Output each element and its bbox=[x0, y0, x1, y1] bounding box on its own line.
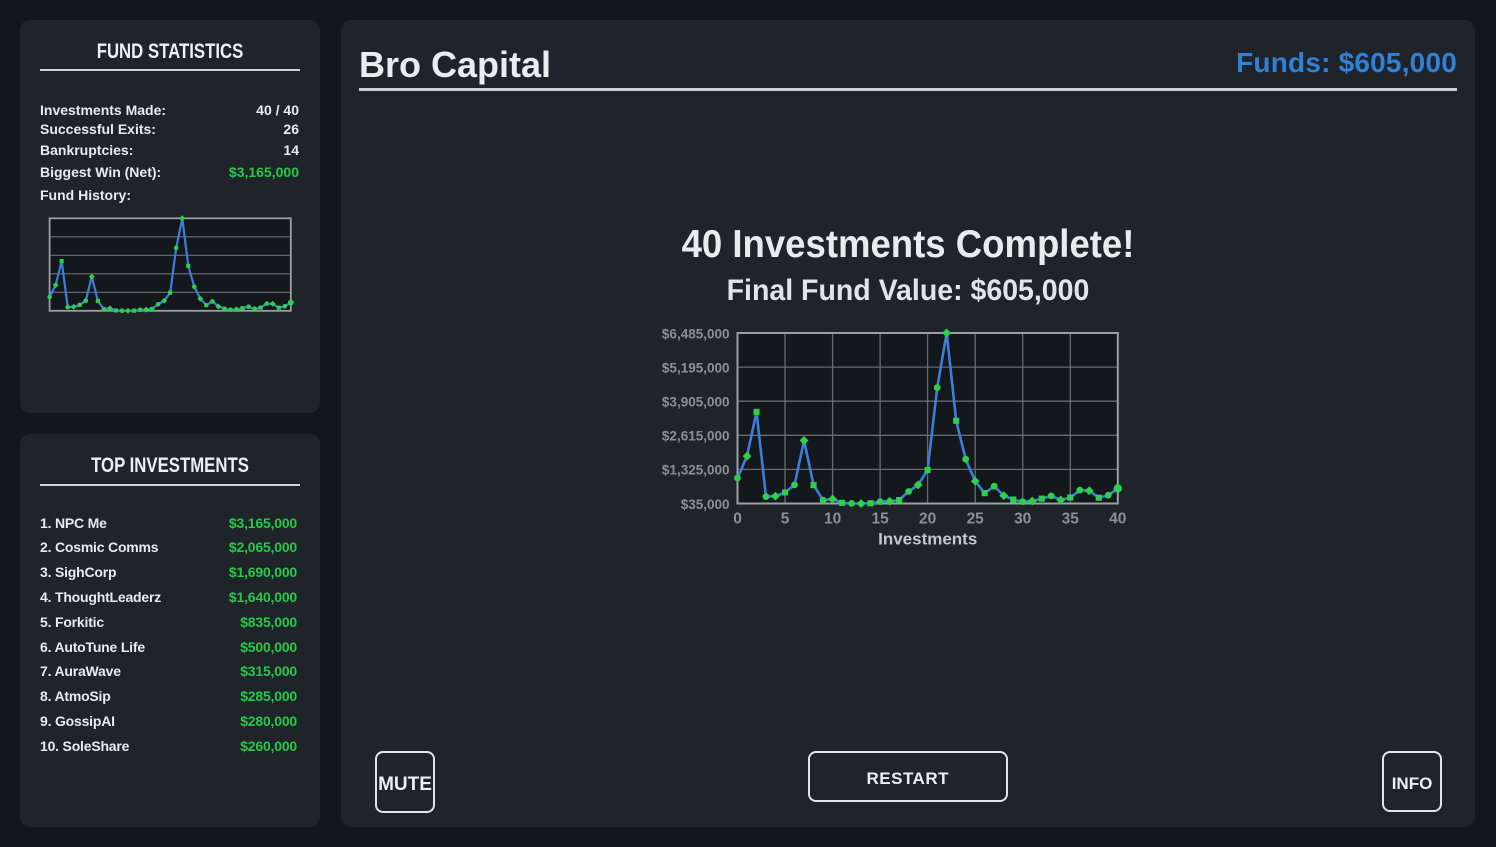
svg-text:$6,485,000: $6,485,000 bbox=[662, 326, 730, 341]
svg-text:$5,195,000: $5,195,000 bbox=[662, 360, 730, 375]
svg-text:30: 30 bbox=[1014, 511, 1031, 528]
svg-text:5: 5 bbox=[781, 511, 790, 528]
svg-text:40: 40 bbox=[1109, 511, 1126, 528]
svg-text:$3,905,000: $3,905,000 bbox=[662, 395, 730, 410]
svg-text:0: 0 bbox=[733, 511, 742, 528]
svg-text:$2,615,000: $2,615,000 bbox=[662, 429, 730, 444]
svg-text:$1,325,000: $1,325,000 bbox=[662, 463, 730, 478]
svg-text:20: 20 bbox=[919, 511, 936, 528]
svg-text:15: 15 bbox=[871, 511, 889, 528]
svg-text:25: 25 bbox=[967, 511, 985, 528]
svg-text:$35,000: $35,000 bbox=[681, 497, 730, 512]
svg-text:Investments: Investments bbox=[878, 530, 977, 549]
svg-text:10: 10 bbox=[824, 511, 841, 528]
svg-text:35: 35 bbox=[1062, 511, 1080, 528]
